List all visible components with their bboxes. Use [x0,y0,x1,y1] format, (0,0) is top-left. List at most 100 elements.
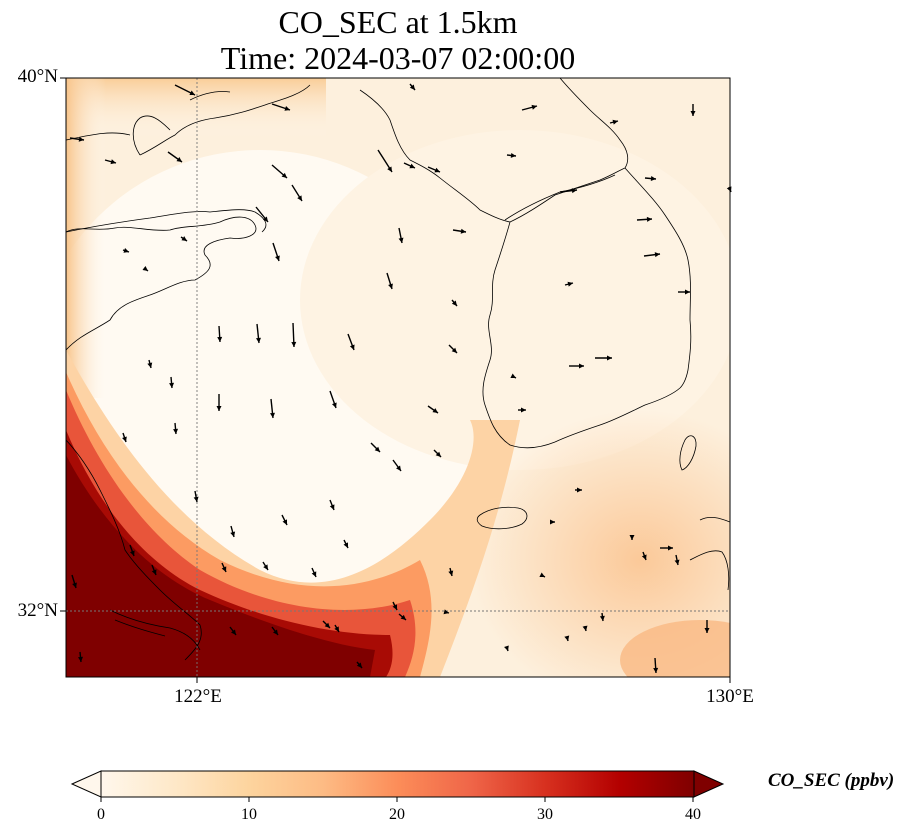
wind-arrow-head [539,572,545,577]
wind-arrow-head [324,622,330,628]
wind-arrow-head [231,629,236,635]
wind-arrow-head [690,111,696,116]
wind-arrow-head [571,188,577,194]
wind-arrow-head [685,289,690,295]
lat-tick-40n: 40°N [17,66,58,87]
wind-arrow-head [221,566,227,572]
wind-arrow-head [432,408,438,413]
korean-peninsula-east-coast [624,167,692,389]
wind-arrow-head [668,545,673,551]
colorbar-tick-40: 40 [685,806,701,823]
wind-arrow-head [282,519,287,525]
wind-arrow-head [435,451,441,457]
colorbar-extend-high [693,770,725,798]
wind-arrow-head [374,446,380,452]
lat-tick-32n: 32°N [17,600,58,621]
wind-arrow-head [78,136,84,142]
wind-arrow-head [409,163,415,169]
wind-arrow-head [122,436,127,442]
wind-arrow-head [564,635,570,641]
map-title-line-1: CO_SEC at 1.5km [278,4,518,40]
wind-arrow-head [275,255,280,261]
wind-arrow-head [451,347,457,353]
wind-arrow-head [284,106,290,111]
liaodong-peninsula [132,84,311,156]
colorbar-gradient [100,770,695,798]
wind-arrow-head [181,236,187,241]
wind-arrow-head [387,166,392,172]
wind-arrow-head [269,412,275,418]
wind-arrow-head [400,614,406,620]
wind-arrow-head [646,216,652,222]
wind-arrow-head [674,559,680,565]
wind-arrow-head [217,336,223,342]
wind-arrow-head [531,104,537,110]
wind-vectors [69,83,732,674]
plume-west [66,78,106,398]
wind-arrow-head [291,341,297,347]
wind-arrow-head [349,344,355,350]
wind-arrow-head [273,629,278,635]
wind-arrow-head [398,237,404,243]
wind-arrow-head [392,604,397,610]
jeju-island [476,506,528,530]
yangtze-estuary [109,609,201,651]
lon-tick-130e: 130°E [706,686,754,707]
wind-arrow-head [151,569,157,575]
wind-arrow-head [448,570,454,576]
wind-arrow-head [629,535,635,540]
wind-arrow-head [147,362,153,368]
shandong-peninsula [66,209,267,233]
wind-arrow-head [599,615,605,621]
korean-peninsula-south-coast [554,387,681,443]
wind-arrow-head [567,281,573,287]
wind-arrow-head [510,373,516,378]
wind-arrow-head [329,504,335,510]
wind-arrow-head [343,542,348,548]
wind-arrow-head [110,159,116,165]
wind-arrow-head [641,554,647,560]
wind-arrow-head [356,662,362,668]
wind-arrow-head [169,382,175,388]
wind-arrow-head [189,90,195,95]
kyushu-coast [689,516,730,591]
lon-tick-122e: 122°E [174,686,222,707]
wind-arrow-head [255,337,261,343]
wind-arrow-head [230,531,236,537]
coastline-north-korea-west [359,89,626,223]
colorbar-extend-low [70,770,102,798]
colorbar-label: CO_SEC (ppbv) [768,770,895,791]
wind-arrow-head [216,406,222,411]
north-korea-coast [559,78,629,169]
wind-arrow-head [577,487,582,493]
wind-arrow-head [334,626,339,632]
wind-arrow-head [78,656,83,662]
wind-arrow-head [193,496,199,502]
wind-arrow-head [654,252,660,258]
wind-arrow-head [388,283,393,289]
wind-arrow-head [460,228,466,234]
wind-arrow-head [451,300,457,306]
wind-arrow-head [142,266,148,271]
gridlines [66,78,730,677]
wind-arrow-head [123,248,129,253]
wind-arrow-head [443,609,449,615]
wind-arrow-head [612,119,618,125]
wind-arrow-head [331,402,337,408]
axis-ticks [60,77,731,683]
wind-arrow-head [704,628,710,633]
colorbar-ticks [100,797,694,802]
colorbar-tick-0: 0 [97,806,105,823]
map-frame [65,77,731,678]
colorbar-tick-20: 20 [389,806,405,823]
colorbar-tick-10: 10 [241,806,257,823]
wind-arrow-head [510,152,516,158]
wind-arrow-head [521,407,526,413]
wind-arrow-head [176,157,182,162]
coastlines [66,78,730,661]
wind-arrow-head [72,582,77,588]
korean-peninsula-west-coast [482,221,556,449]
wind-arrow-head [653,667,659,673]
wind-arrow-head [504,645,509,651]
wind-arrow-head [434,167,440,173]
